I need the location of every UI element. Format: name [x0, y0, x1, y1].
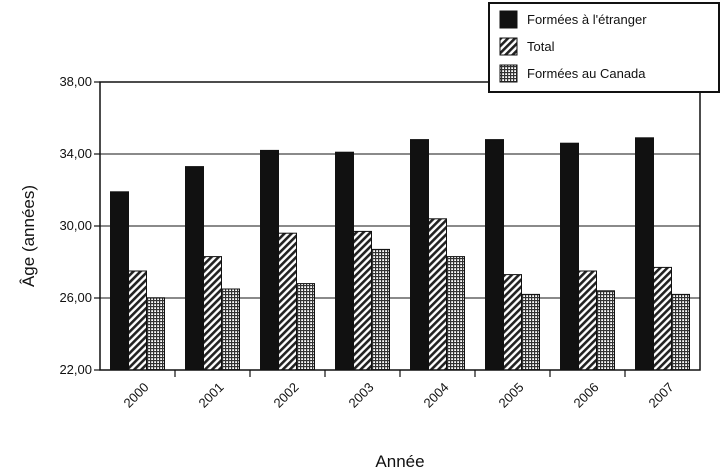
- y-tick-label: 30,00: [59, 218, 92, 233]
- bar-2006-series-0: [560, 142, 579, 371]
- x-tick-label: 2001: [196, 380, 227, 411]
- x-tick-label: 2004: [421, 380, 452, 411]
- bar-2001-series-1: [203, 256, 222, 371]
- bar-2003-series-0: [335, 151, 354, 371]
- bar-2004-series-0: [410, 139, 429, 371]
- y-tick-label: 26,00: [59, 290, 92, 305]
- bar-2001-series-2: [221, 288, 240, 371]
- bar-2004-series-1: [428, 218, 447, 371]
- bar-2006-series-1: [578, 270, 597, 371]
- bar-2002-series-0: [260, 149, 279, 371]
- x-tick-label: 2003: [346, 380, 377, 411]
- bar-2007-series-2: [671, 293, 690, 371]
- legend-swatch-canada: [499, 64, 518, 83]
- bar-2006-series-2: [596, 290, 615, 371]
- x-tick-label: 2000: [121, 380, 152, 411]
- x-tick-label: 2007: [646, 380, 677, 411]
- bar-2000-series-0: [110, 191, 129, 371]
- y-tick-label: 34,00: [59, 146, 92, 161]
- y-axis-title: Âge (années): [19, 185, 38, 287]
- legend-label-total: Total: [527, 39, 555, 54]
- bar-2003-series-2: [371, 248, 390, 371]
- x-axis: 2000 2001 2002 2003 2004 2005 2006 2007: [121, 370, 677, 411]
- legend-label-canada: Formées au Canada: [527, 66, 646, 81]
- bar-2007-series-1: [653, 266, 672, 371]
- bar-2001-series-0: [185, 166, 204, 371]
- legend-box: [488, 2, 720, 93]
- y-tick-label: 38,00: [59, 74, 92, 89]
- x-tick-label: 2006: [571, 380, 602, 411]
- x-axis-title: Année: [375, 452, 424, 471]
- bar-2000-series-1: [128, 270, 147, 371]
- legend-label-foreign: Formées à l'étranger: [527, 12, 647, 27]
- bar-2005-series-0: [485, 139, 504, 371]
- bar-2002-series-1: [278, 232, 297, 371]
- x-tick-label: 2005: [496, 380, 527, 411]
- bar-2007-series-0: [635, 137, 654, 371]
- bar-2004-series-2: [446, 256, 465, 371]
- y-tick-label: 22,00: [59, 362, 92, 377]
- bar-2002-series-2: [296, 283, 315, 371]
- x-tick-label: 2002: [271, 380, 302, 411]
- bar-2000-series-2: [146, 297, 165, 371]
- legend: Formées à l'étranger Total Formées au Ca…: [488, 2, 720, 93]
- legend-swatch-total: [499, 37, 518, 56]
- bar-2005-series-1: [503, 274, 522, 371]
- y-axis: 22,00 26,00 30,00 34,00 38,00: [59, 74, 100, 377]
- bar-2005-series-2: [521, 293, 540, 371]
- bar-2003-series-1: [353, 230, 372, 371]
- bars: [110, 137, 690, 371]
- legend-swatch-foreign: [499, 10, 518, 29]
